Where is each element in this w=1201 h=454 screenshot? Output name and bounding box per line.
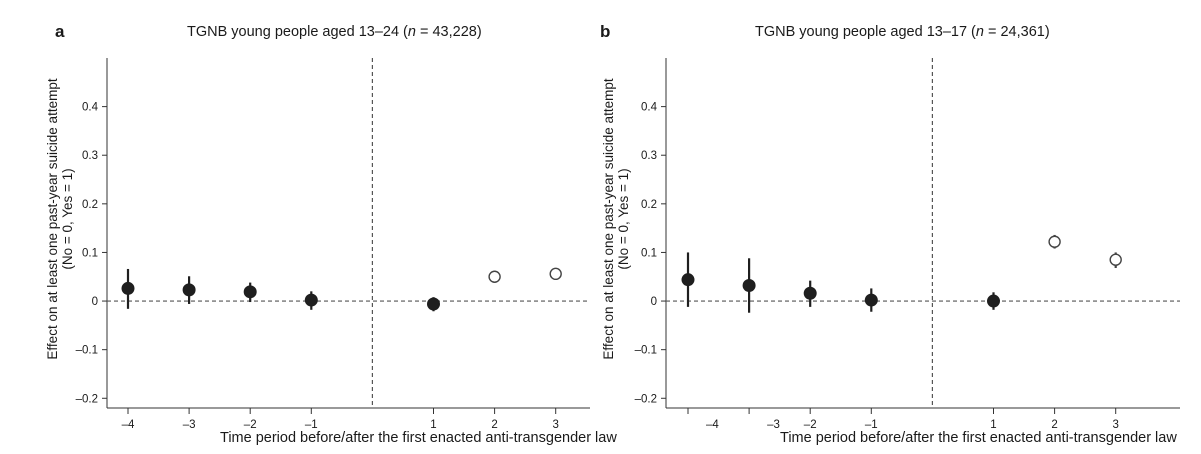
chart-a-ytick-label: 0.3 (82, 150, 98, 162)
chart-a-point-6 (549, 267, 562, 281)
panel-b-title-prefix: TGNB young people aged 13–17 ( (755, 24, 976, 40)
chart-b-ytick-label: 0.1 (641, 247, 657, 259)
chart-a-y-axis-label-line2: (No = 0, Yes = 1) (60, 168, 75, 269)
chart-a-ytick-label: 0 (92, 296, 98, 308)
chart-a-ytick-label: 0.1 (82, 247, 98, 259)
chart-a-ytick-label: –0.2 (76, 393, 98, 405)
chart-b-xtick-label: –4 (706, 419, 719, 431)
chart-b-point-2 (803, 286, 817, 300)
panel-a-title: TGNB young people aged 13–24 (n = 43,228… (187, 24, 482, 40)
panel-b-title-suffix: = 24,361) (983, 24, 1050, 40)
chart-a-point-3 (304, 293, 318, 307)
chart-a-point-1 (182, 283, 196, 297)
chart-a-y-axis-label: Effect on at least one past-year suicide… (45, 78, 75, 359)
chart-b-ytick-label: 0.2 (641, 199, 657, 211)
chart-a-xtick-label: 3 (552, 419, 558, 431)
chart-a-xtick-label: –1 (305, 419, 318, 431)
chart-a-xtick-label: –3 (183, 419, 196, 431)
chart-a-xtick-label: 1 (430, 419, 436, 431)
chart-a-xtick-label: –4 (122, 419, 135, 431)
chart-a-ytick-label: 0.4 (82, 102, 99, 114)
chart-b-point-3 (864, 293, 878, 307)
chart-b-ytick-label: 0.3 (641, 150, 657, 162)
chart-b-y-axis-label: Effect on at least one past-year suicide… (601, 78, 631, 359)
chart-b-xtick-label: 3 (1112, 419, 1118, 431)
panel-b-title-n: n (975, 24, 984, 40)
chart-b-y-axis-label-line1: Effect on at least one past-year suicide… (601, 78, 616, 359)
chart-b-point-4 (987, 294, 1000, 308)
chart-a-point-4 (427, 297, 440, 311)
chart-a-ytick-label: 0.2 (82, 199, 98, 211)
chart-a-plot: 0.4 0.3 0.2 0.1 0 –0.1 –0.2 –4 –3 –2 –1 1 2 3 Effect o… (45, 58, 590, 431)
chart-b-xtick-label: 1 (990, 419, 996, 431)
chart-a-point-0 (121, 281, 135, 295)
chart-b-ytick-label: –0.1 (635, 345, 657, 357)
chart-a-ytick-label: –0.1 (76, 345, 98, 357)
chart-b-xtick-label: –3 (767, 419, 780, 431)
chart-b-point-5 (1048, 235, 1061, 248)
panel-b: 0.4 0.3 0.2 0.1 0 –0.1 –0.2 –4 –3 –2 –1 1 2 3 Effect o… (600, 0, 1200, 454)
chart-b-y-axis-label-line2: (No = 0, Yes = 1) (616, 168, 631, 269)
panel-b-letter: b (600, 22, 611, 41)
panel-a-title-n: n (407, 24, 416, 40)
panel-a-title-suffix: = 43,228) (415, 24, 482, 40)
chart-b-xtick-label: –2 (804, 419, 817, 431)
chart-b-ytick-label: –0.2 (635, 393, 657, 405)
chart-a-xtick-label: 2 (491, 419, 497, 431)
panel-a-title-prefix: TGNB young people aged 13–24 ( (187, 24, 408, 40)
panel-b-title: TGNB young people aged 13–17 (n = 24,361… (755, 24, 1050, 40)
chart-b-plot: 0.4 0.3 0.2 0.1 0 –0.1 –0.2 –4 –3 –2 –1 1 2 3 Effect o… (601, 58, 1180, 431)
chart-a-y-axis-label-line1: Effect on at least one past-year suicide… (45, 78, 60, 359)
chart-b-point-6 (1109, 253, 1122, 266)
chart-a-point-2 (243, 285, 257, 299)
chart-b-xtick-label: –1 (865, 419, 878, 431)
chart-b-point-0 (681, 273, 695, 287)
panel-a-letter: a (55, 22, 65, 41)
chart-a-xtick-label: –2 (244, 419, 257, 431)
panel-a: 0.4 0.3 0.2 0.1 0 –0.1 –0.2 –4 –3 –2 –1 1 2 3 Effect o… (0, 0, 617, 454)
chart-b-ytick-label: 0.4 (641, 102, 658, 114)
panel-a-x-axis-label: Time period before/after the first enact… (220, 430, 617, 446)
panel-b-x-axis-label: Time period before/after the first enact… (780, 430, 1177, 446)
chart-b-xtick-label: 2 (1051, 419, 1057, 431)
chart-b-point-1 (742, 279, 756, 292)
chart-b-ytick-label: 0 (651, 296, 657, 308)
chart-a-point-5 (488, 270, 501, 283)
